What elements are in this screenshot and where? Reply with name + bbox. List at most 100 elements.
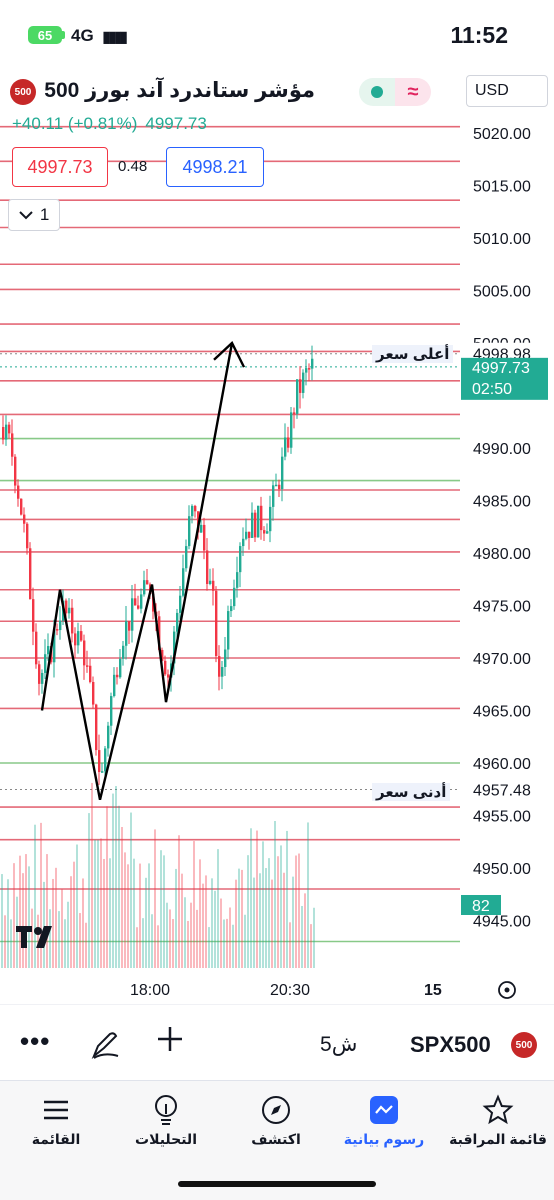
add-button[interactable] [156,1024,184,1061]
plus-icon [156,1024,184,1060]
candle-body [89,665,92,682]
candle-body [224,649,227,668]
price-chart[interactable]: 5020.005015.005010.005005.005000.004990.… [0,70,554,1005]
candle-body [260,505,263,531]
volume-bar [13,863,15,968]
candle-body [44,654,47,673]
candle-body [2,427,5,440]
candle-body [119,658,122,678]
volume-bar [295,855,297,968]
volume-bar [232,924,234,968]
menu-icon [6,1093,106,1127]
settings-icon[interactable] [498,981,516,999]
pen-icon [90,1032,122,1065]
price-axis-label: 5015.00 [473,179,531,196]
candle-body [14,456,17,486]
volume-bar [40,822,42,968]
candle-body [185,546,188,569]
chart-area[interactable]: 5020.005015.005010.005005.005000.004990.… [0,70,554,1005]
candle-body [71,607,74,634]
price-axis-label: 4955.00 [473,809,531,826]
lots-selector[interactable]: 1 [8,199,60,231]
candle-body [86,665,89,667]
candle-body [287,437,290,448]
candle-body [179,595,182,613]
volume-bar [190,902,192,968]
candle-body [98,750,101,773]
volume-bar [55,867,57,968]
candle-body [257,505,260,538]
symbol-search-button[interactable]: SPX500 [410,1032,491,1057]
candle-body [116,674,119,678]
compass-icon [226,1093,326,1127]
nav-watchlist[interactable]: قائمة المراقبة [448,1093,548,1148]
zigzag-drawing[interactable] [40,342,234,801]
volume-bar [151,914,153,968]
toolbar-symbol-badge[interactable]: 500 [511,1032,537,1058]
lightbulb-icon [116,1093,216,1127]
volume-bar [67,901,69,968]
drawing-tools-button[interactable] [90,1030,122,1066]
candle-body [29,548,32,600]
volume-bar [211,878,213,968]
volume-bar [169,909,171,968]
volume-bar [22,873,24,968]
wave-icon[interactable]: ≈ [395,78,431,106]
candle-body [164,660,167,675]
nav-label: رسوم بيانية [343,1131,425,1147]
candle-body [122,645,125,659]
volume-bar [58,911,60,968]
volume-bar [61,889,63,968]
arrow-head-icon[interactable] [213,341,246,368]
volume-bar [70,876,72,968]
interval-button[interactable]: 5ش [320,1033,358,1056]
nav-charts[interactable]: رسوم بيانية [334,1093,434,1148]
candle-body [8,424,11,434]
candle-body [299,379,302,393]
status-time: 11:52 [450,22,508,48]
price-axis-label: 4980.00 [473,546,531,563]
candle-body [266,531,269,534]
volume-bar [268,858,270,968]
volume-bar [7,879,9,968]
candle-body [221,667,224,677]
volume-bar [82,878,84,968]
candle-body [92,681,95,705]
time-axis-label: 15 [424,982,442,999]
nav-analysis[interactable]: التحليلات [116,1093,216,1148]
candle-body [275,484,278,487]
nav-label: قائمة المراقبة [449,1131,547,1147]
battery-tip [62,31,65,39]
more-options-button[interactable]: ••• [20,1026,51,1056]
volume-bar [106,806,108,968]
volume-bar [31,908,33,968]
current-price-badge-bg [461,357,548,400]
nav-explore[interactable]: اكتشف [226,1093,326,1148]
candle-body [95,704,98,751]
candle-body [80,631,83,641]
currency-button[interactable]: USD [466,75,548,107]
volume-bar [118,805,120,968]
volume-bar [91,782,93,968]
symbol-title[interactable]: مؤشر ستاندرد آند بورز 500 [44,79,315,102]
nav-menu[interactable]: القائمة [6,1093,106,1148]
market-status-indicator[interactable] [359,78,395,106]
volume-bar [256,830,258,968]
volume-bar [25,854,27,968]
candle-body [173,631,176,664]
symbol-badge[interactable]: 500 [10,79,36,105]
last-price: 4997.73 [145,114,207,133]
volume-bar [88,813,90,968]
low-price-annotation[interactable]: أدنى سعر [372,783,451,801]
sell-button[interactable]: 4997.73 [12,147,108,187]
volume-bar [43,881,45,968]
current-price-badge: 4997.73 [472,360,530,377]
volume-bar [220,898,222,968]
chevron-down-icon [18,205,33,225]
high-price-annotation[interactable]: أعلى سعر [372,345,454,363]
lots-value: 1 [39,205,50,224]
buy-button[interactable]: 4998.21 [166,147,264,187]
volume-bar [37,914,39,968]
candle-body [305,368,308,373]
